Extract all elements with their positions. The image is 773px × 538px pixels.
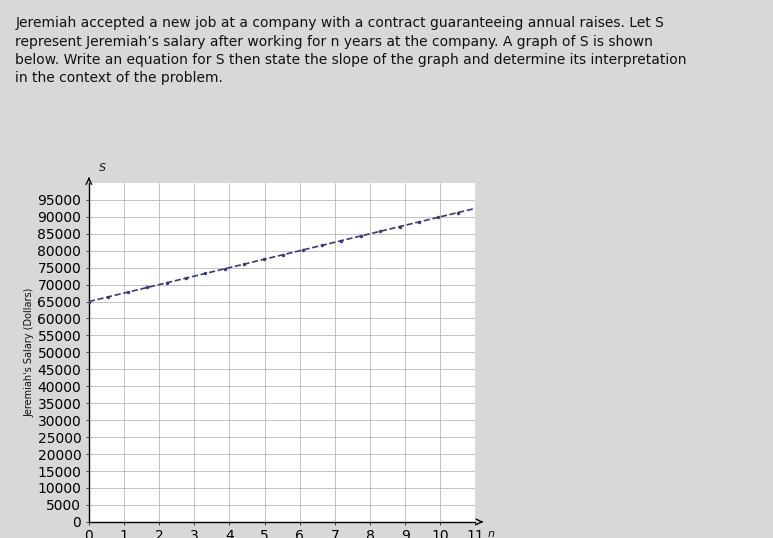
Text: Jeremiah accepted a new job at a company with a contract guaranteeing annual rai: Jeremiah accepted a new job at a company…: [15, 16, 687, 86]
Text: S: S: [100, 163, 107, 173]
Text: n: n: [488, 529, 495, 538]
Y-axis label: Jeremiah's Salary (Dollars): Jeremiah's Salary (Dollars): [25, 288, 35, 417]
